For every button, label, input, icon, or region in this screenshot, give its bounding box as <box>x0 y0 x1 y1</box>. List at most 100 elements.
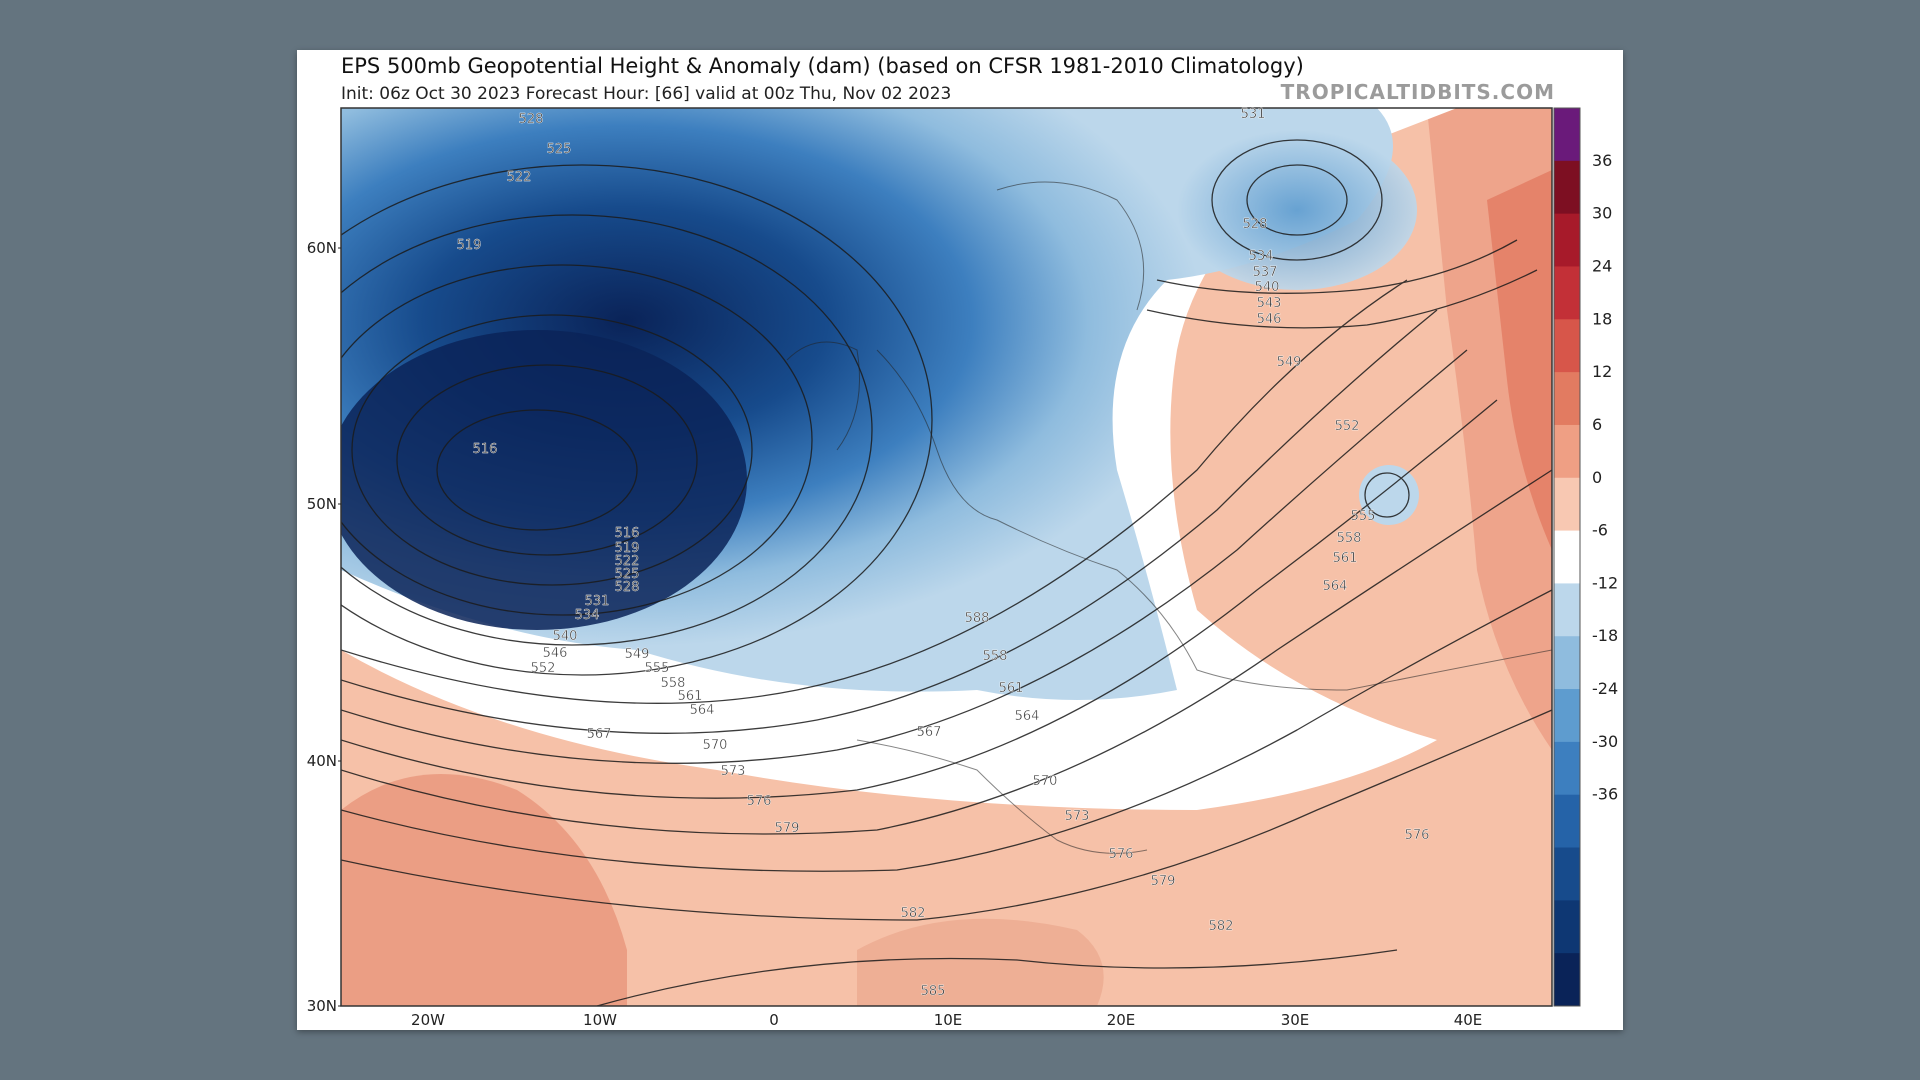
colorbar-segment <box>1554 847 1580 901</box>
contour-label: 528 <box>1243 217 1268 232</box>
contour-label: 528 <box>519 112 544 127</box>
contour-label: 528 <box>615 580 640 595</box>
colorbar-segment <box>1554 953 1580 1007</box>
contour-label: 564 <box>1323 579 1348 594</box>
colorbar-segment <box>1554 108 1580 162</box>
colorbar-segment <box>1554 266 1580 320</box>
lon-label: 0 <box>769 1011 779 1029</box>
contour-label: 525 <box>547 142 572 157</box>
contour-label: 576 <box>1405 828 1430 843</box>
contour-label: 582 <box>901 906 926 921</box>
contour-label: 558 <box>983 649 1008 664</box>
contour-label: 576 <box>747 794 772 809</box>
contour-label: 567 <box>587 727 612 742</box>
colorbar-segment <box>1554 372 1580 426</box>
contour-label: 561 <box>999 681 1024 696</box>
contour-label: 531 <box>585 594 610 609</box>
colorbar-segment <box>1554 530 1580 584</box>
contour-label: 519 <box>615 541 640 556</box>
contour-label: 585 <box>921 984 946 999</box>
contour-label: 531 <box>1241 107 1266 122</box>
colorbar-tick-label: -6 <box>1592 521 1608 540</box>
map-frame <box>340 107 1553 1007</box>
contour-label: 576 <box>1109 847 1134 862</box>
colorbar-tick-label: -30 <box>1592 732 1618 751</box>
lat-label: 40N <box>307 752 337 770</box>
contour-label: 540 <box>553 629 578 644</box>
contour-label: 516 <box>615 526 640 541</box>
watermark: TROPICALTIDBITS.COM <box>1280 80 1555 104</box>
contour-label: 537 <box>1253 265 1278 280</box>
colorbar-segment <box>1554 636 1580 690</box>
colorbar-tick-label: -36 <box>1592 785 1618 804</box>
contour-label: 588 <box>965 611 990 626</box>
contour-label: 567 <box>917 725 942 740</box>
colorbar-tick-label: 18 <box>1592 309 1612 328</box>
contour-label: 579 <box>775 821 800 836</box>
colorbar-segment <box>1554 741 1580 796</box>
contour-label: 522 <box>615 554 640 569</box>
colorbar: 36 30 24 18 12 6 0 -6 -12 -18 -24 -30 -36 <box>1553 107 1618 1007</box>
contour-label: 561 <box>1333 551 1358 566</box>
contour-label: 522 <box>507 170 532 185</box>
lon-label: 30E <box>1281 1011 1310 1029</box>
contour-label: 549 <box>625 647 650 662</box>
colorbar-tick-label: -12 <box>1592 573 1618 592</box>
contour-label: 546 <box>543 646 568 661</box>
contour-label: 564 <box>690 703 715 718</box>
contour-label: 579 <box>1151 874 1176 889</box>
contour-label: 543 <box>1257 296 1282 311</box>
contour-label: 570 <box>1033 774 1058 789</box>
lon-label: 40E <box>1454 1011 1483 1029</box>
contour-label: 573 <box>721 764 746 779</box>
lon-label: 10E <box>934 1011 963 1029</box>
lat-label: 50N <box>307 495 337 513</box>
latitude-labels: 60N 50N 40N 30N <box>307 239 341 1015</box>
forecast-map: 5285255225195165165195225255285315345405… <box>307 107 1618 1029</box>
colorbar-tick-label: -24 <box>1592 679 1618 698</box>
contour-label: 549 <box>1277 355 1302 370</box>
map-panel: EPS 500mb Geopotential Height & Anomaly … <box>297 50 1623 1030</box>
colorbar-tick-label: 12 <box>1592 362 1612 381</box>
colorbar-segment <box>1554 160 1580 215</box>
colorbar-tick-label: 36 <box>1592 151 1612 170</box>
contour-label: 519 <box>457 238 482 253</box>
colorbar-segment <box>1554 794 1580 849</box>
lat-label: 60N <box>307 239 337 257</box>
lat-label: 30N <box>307 997 337 1015</box>
contour-label: 516 <box>473 442 498 457</box>
contour-label: 552 <box>531 661 556 676</box>
colorbar-segment <box>1554 424 1580 479</box>
contour-label: 534 <box>575 608 600 623</box>
lon-label: 10W <box>583 1011 617 1029</box>
contour-label: 555 <box>1351 509 1376 524</box>
contour-label: 564 <box>1015 709 1040 724</box>
map-subtitle: Init: 06z Oct 30 2023 Forecast Hour: [66… <box>341 84 952 104</box>
contour-label: 570 <box>703 738 728 753</box>
colorbar-tick-label: 6 <box>1592 415 1602 434</box>
colorbar-frame <box>1553 107 1581 1007</box>
contour-label: 582 <box>1209 919 1234 934</box>
lon-label: 20W <box>411 1011 445 1029</box>
lon-label: 20E <box>1107 1011 1136 1029</box>
colorbar-segment <box>1554 900 1580 954</box>
contour-label: 546 <box>1257 312 1282 327</box>
colorbar-segment <box>1554 319 1580 373</box>
map-field <box>341 108 1552 1006</box>
colorbar-tick-label: -18 <box>1592 626 1618 645</box>
colorbar-tick-label: 0 <box>1592 468 1602 487</box>
contour-label: 540 <box>1255 280 1280 295</box>
colorbar-tick-label: 30 <box>1592 204 1612 223</box>
contour-label: 573 <box>1065 809 1090 824</box>
colorbar-segment <box>1554 689 1580 743</box>
contour-label: 555 <box>645 661 670 676</box>
contour-label: 558 <box>661 676 686 691</box>
contour-labels: 5285255225195165165195225255285315345405… <box>456 107 1430 999</box>
contour-label: 558 <box>1337 531 1362 546</box>
colorbar-tick-label: 24 <box>1592 256 1612 275</box>
colorbar-segment <box>1554 583 1580 637</box>
contour-label: 525 <box>615 567 640 582</box>
colorbar-segment <box>1554 213 1580 267</box>
longitude-labels: 20W 10W 0 10E 20E 30E 40E <box>411 1011 1482 1029</box>
contour-label: 561 <box>678 689 703 704</box>
